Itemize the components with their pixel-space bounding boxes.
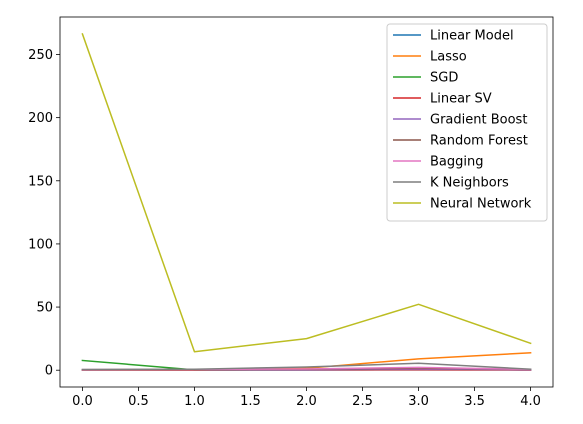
y-tick-label: 100 xyxy=(28,237,53,252)
y-tick-label: 250 xyxy=(28,48,53,63)
y-axis: 0 50 100 150 200 250 xyxy=(28,48,60,379)
legend-label: Gradient Boost xyxy=(430,113,527,128)
legend-item: Linear Model xyxy=(393,29,514,44)
series-line-k-neighbors xyxy=(81,362,532,371)
x-tick-label: 3.5 xyxy=(464,394,485,409)
legend-item: SGD xyxy=(393,71,458,86)
y-tick-label: 200 xyxy=(28,111,53,126)
legend-item: K Neighbors xyxy=(393,176,509,191)
x-tick-label: 3.0 xyxy=(408,394,429,409)
y-tick-label: 0 xyxy=(45,364,53,379)
legend-label: Neural Network xyxy=(430,197,532,212)
x-axis: 0.0 0.5 1.0 1.5 2.0 2.5 3.0 3.5 4.0 xyxy=(72,387,541,409)
legend-label: SGD xyxy=(430,71,458,86)
legend-label: K Neighbors xyxy=(430,176,509,191)
legend-label: Linear Model xyxy=(430,29,514,44)
axes-border xyxy=(59,16,554,388)
x-tick-label: 0.0 xyxy=(72,394,93,409)
y-tick-label: 150 xyxy=(28,174,53,189)
legend-item: Bagging xyxy=(393,155,484,170)
x-tick-label: 2.0 xyxy=(296,394,317,409)
x-tick-label: 4.0 xyxy=(520,394,541,409)
legend: Linear Model Lasso SGD Linear SV Gradient Bo… xyxy=(386,23,548,222)
x-tick-label: 0.5 xyxy=(128,394,149,409)
legend-label: Linear SV xyxy=(430,92,492,107)
legend-item: Linear SV xyxy=(393,92,492,107)
legend-item: Neural Network xyxy=(393,197,532,212)
legend-box xyxy=(386,23,548,222)
legend-item: Random Forest xyxy=(393,134,528,149)
x-tick-label: 1.5 xyxy=(240,394,261,409)
legend-item: Lasso xyxy=(393,50,467,65)
x-tick-label: 1.0 xyxy=(184,394,205,409)
legend-item: Gradient Boost xyxy=(393,113,527,128)
x-tick-label: 2.5 xyxy=(352,394,373,409)
legend-label: Bagging xyxy=(430,155,484,170)
axes-spines xyxy=(59,16,554,388)
series-lines xyxy=(81,32,532,371)
y-tick-label: 50 xyxy=(36,301,53,316)
legend-label: Lasso xyxy=(430,50,467,65)
series-line-neural-network xyxy=(81,32,532,353)
legend-label: Random Forest xyxy=(430,134,528,149)
